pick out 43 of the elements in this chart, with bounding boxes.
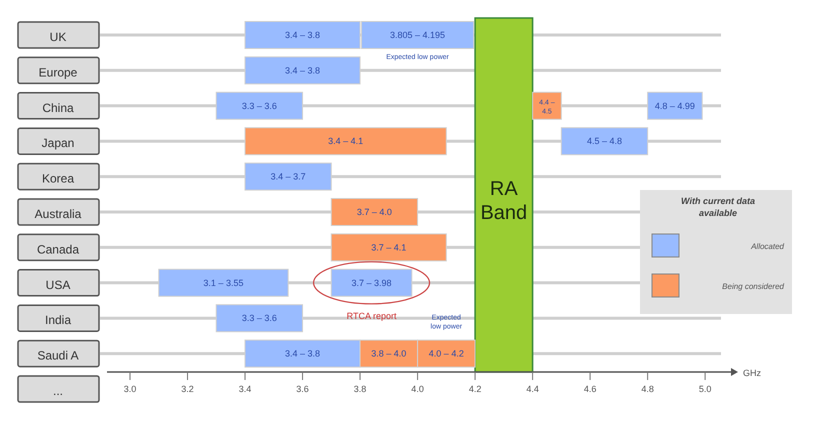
- x-tick-label: 3.6: [296, 384, 309, 394]
- x-tick-label: 3.2: [181, 384, 194, 394]
- y-tick-label: Japan: [42, 136, 74, 150]
- annotation: 3.4 – 3.8: [285, 65, 320, 76]
- annotation: 3.3 – 3.6: [242, 100, 277, 111]
- annotation: RTCA report: [346, 310, 397, 321]
- y-tick-label: China: [42, 100, 74, 115]
- x-tick-label: 3.8: [354, 384, 366, 394]
- annotation: 3.7 – 4.0: [356, 207, 392, 217]
- legend: With current data available Allocated Being considered: [640, 190, 792, 314]
- annotation: 3.4 – 3.7: [270, 172, 306, 182]
- annotation: 4.8 – 4.99: [654, 100, 695, 111]
- x-tick-label: 4.4: [526, 384, 539, 394]
- band-label: RA Band: [480, 178, 528, 224]
- annotation: 3.805 – 4.195: [390, 30, 446, 40]
- y-tick-label: Europe: [38, 65, 78, 80]
- annotation: 3.4 – 3.8: [285, 348, 320, 359]
- x-tick-label: 3.0: [124, 384, 136, 394]
- annotation: 3.1 – 3.55: [203, 278, 244, 288]
- annotation: 3.7 – 4.1: [371, 242, 406, 252]
- annotation: 3.7 – 3.98: [352, 278, 392, 288]
- y-tick-label: Australia: [34, 207, 82, 221]
- x-tick-label: 4.2: [468, 384, 482, 394]
- annotation: 3.8 – 4.0: [371, 348, 406, 359]
- annotation: 4.5 – 4.8: [586, 136, 622, 146]
- x-tick-label: 3.4: [238, 384, 252, 394]
- annotation: 3.4 – 4.1: [328, 136, 364, 146]
- annotation: 3.4 – 3.8: [285, 30, 320, 40]
- x-axis-title: GHz: [743, 368, 762, 378]
- x-tick-label: 5.0: [698, 384, 712, 394]
- y-tick-label: India: [44, 313, 72, 328]
- annotation: 4.0 – 4.2: [428, 348, 464, 359]
- x-tick-label: 4.0: [411, 384, 424, 394]
- annotation: 3.3 – 3.6: [242, 313, 277, 324]
- y-tick-label: Korea: [42, 172, 74, 186]
- y-tick-label: Canada: [36, 242, 80, 256]
- y-tick-label: UK: [50, 30, 66, 44]
- y-tick-label: ...: [52, 384, 64, 398]
- x-tick-label: 4.6: [584, 384, 596, 394]
- legend-title: With current data available: [681, 196, 755, 218]
- y-tick-label: USA: [46, 278, 70, 292]
- y-tick-label: Saudi A: [37, 348, 79, 363]
- x-tick-label: 4.8: [641, 384, 654, 394]
